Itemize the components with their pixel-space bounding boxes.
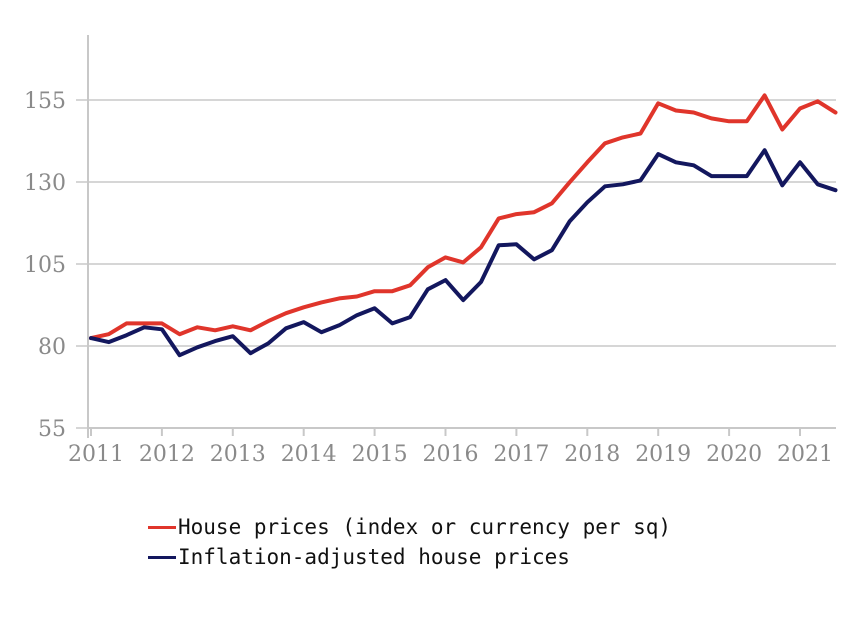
x-tick-label: 2019 xyxy=(635,442,691,467)
x-tick-label: 2013 xyxy=(210,442,266,467)
legend-swatch-navy xyxy=(148,556,176,559)
x-tick-label: 2018 xyxy=(564,442,620,467)
legend-item-house-prices[interactable]: House prices (index or currency per sq) xyxy=(148,512,738,542)
x-tick-label: 2020 xyxy=(706,442,762,467)
x-tick-label: 2017 xyxy=(493,442,549,467)
legend: House prices (index or currency per sq) … xyxy=(148,512,738,572)
x-tick-label: 2015 xyxy=(352,442,408,467)
y-axis-ticks: 55 80 105 130 155 xyxy=(24,89,66,442)
axes xyxy=(87,35,836,438)
x-tick-label: 2014 xyxy=(281,442,337,467)
y-tick-label: 105 xyxy=(24,253,66,278)
series-lines xyxy=(89,93,838,358)
series-line-house-prices xyxy=(89,93,838,341)
x-tick-label: 2021 xyxy=(777,442,833,467)
series-line-inflation-adjusted xyxy=(89,148,838,358)
y-tick-label: 55 xyxy=(38,417,66,442)
legend-label: Inflation-adjusted house prices xyxy=(178,545,570,569)
x-axis-ticks: 2011 2012 2013 2014 2015 2016 2017 2018 2019 2020… xyxy=(68,428,833,467)
legend-label: House prices (index or currency per sq) xyxy=(178,515,672,539)
x-tick-label: 2012 xyxy=(139,442,195,467)
y-tick-label: 80 xyxy=(38,335,66,360)
x-tick-label: 2011 xyxy=(68,442,124,467)
legend-item-inflation-adjusted[interactable]: Inflation-adjusted house prices xyxy=(148,542,738,572)
legend-swatch-red xyxy=(148,526,176,529)
y-tick-label: 155 xyxy=(24,89,66,114)
x-tick-label: 2016 xyxy=(423,442,479,467)
y-tick-label: 130 xyxy=(24,171,66,196)
grid-lines xyxy=(76,99,836,429)
